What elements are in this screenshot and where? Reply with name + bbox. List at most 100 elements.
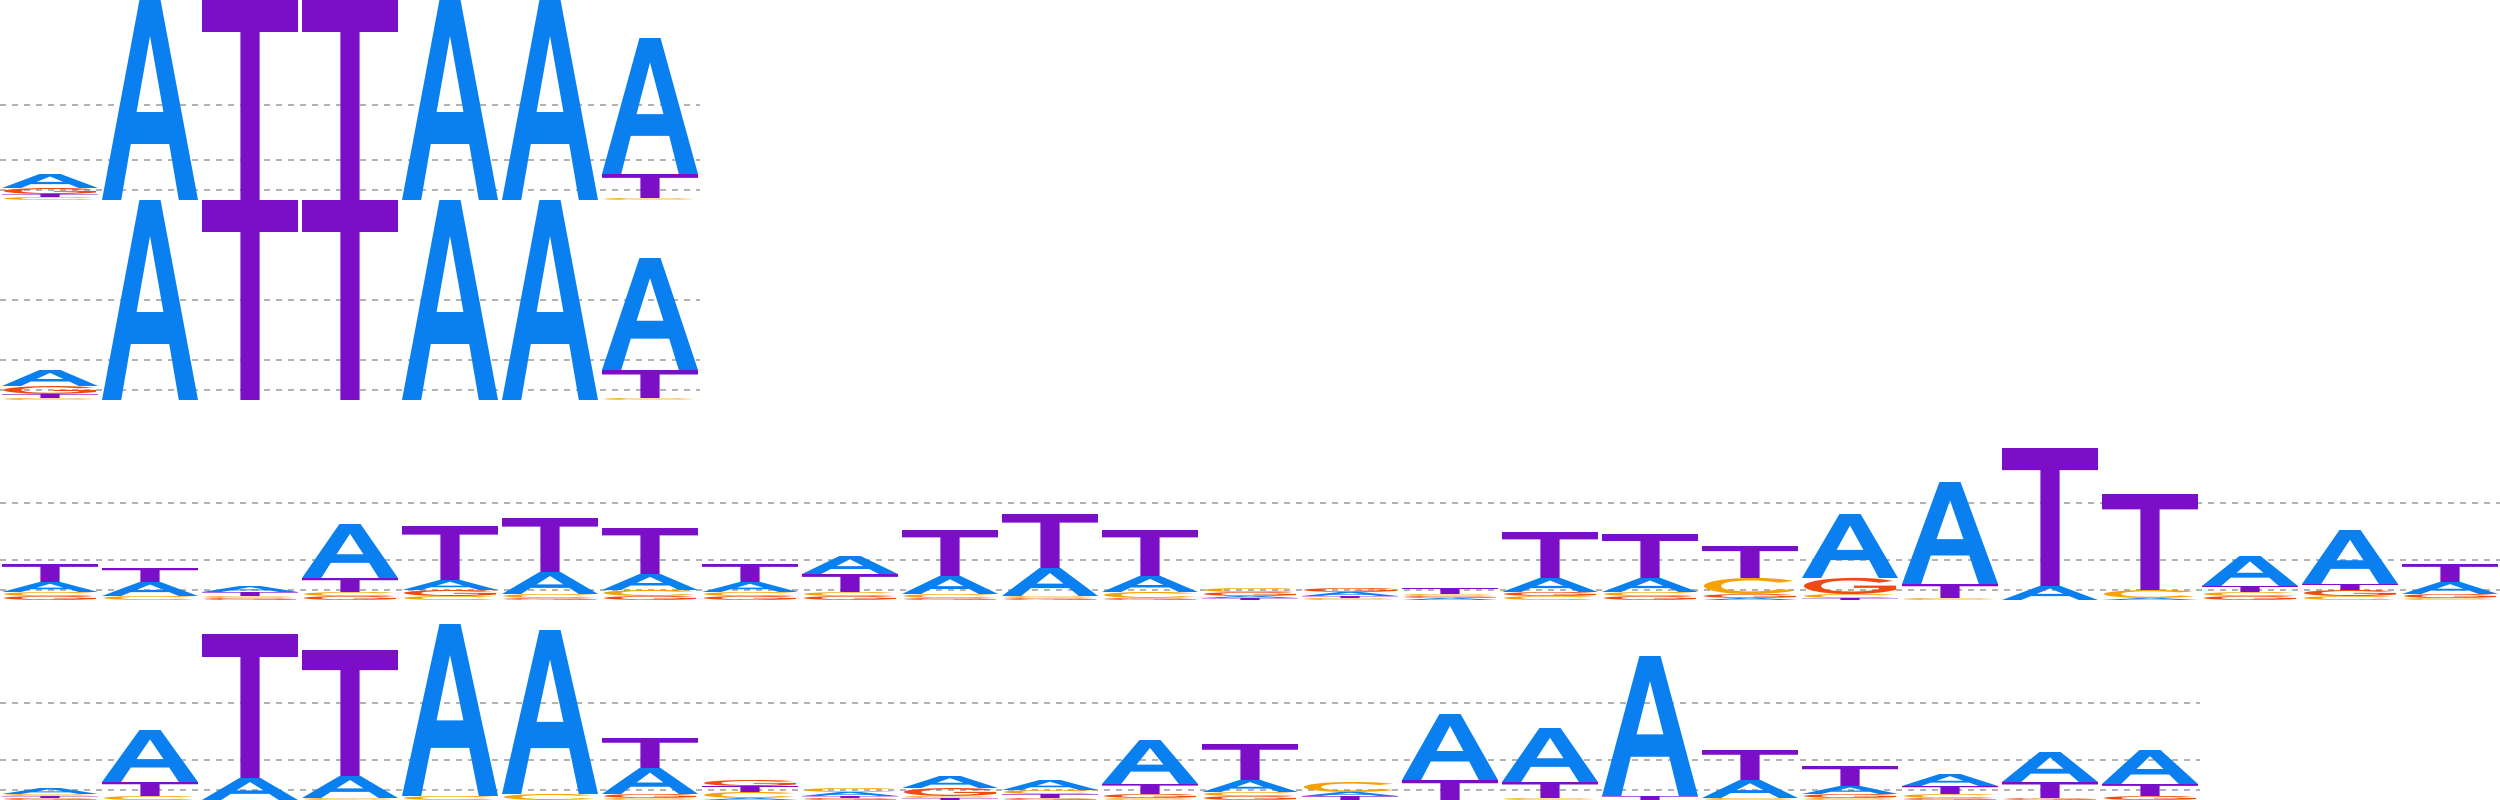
- logo-column: [202, 586, 298, 600]
- letter-t: [1402, 780, 1498, 800]
- letter-c: [1503, 595, 1595, 600]
- letter-c: [303, 797, 395, 800]
- letter-a: [602, 258, 698, 370]
- letter-t: [2, 796, 98, 798]
- letter-a: [802, 556, 898, 574]
- letter-g: [3, 187, 97, 194]
- letter-t: [202, 0, 298, 200]
- logo-column: [302, 650, 398, 800]
- letter-a: [602, 38, 698, 174]
- letter-a: [1902, 774, 1998, 786]
- logo-3: [0, 448, 2500, 600]
- letter-g: [1303, 587, 1397, 592]
- logo-column: [402, 526, 498, 600]
- logo-column: [1402, 714, 1498, 800]
- letter-c: [803, 591, 895, 596]
- letter-a: [1502, 728, 1598, 782]
- letter-t: [502, 518, 598, 572]
- letter-g: [1103, 793, 1197, 798]
- letter-a: [1002, 568, 1098, 596]
- letter-g: [1803, 793, 1897, 798]
- letter-a: [502, 572, 598, 594]
- logo-column: [402, 200, 498, 400]
- letter-t: [302, 578, 398, 592]
- letter-c: [2403, 597, 2495, 600]
- letter-g: [1703, 593, 1797, 598]
- logo-column: [802, 787, 898, 800]
- letter-t: [302, 0, 398, 200]
- letter-a: [2202, 556, 2298, 586]
- letter-c: [603, 589, 695, 596]
- logo-column: [602, 258, 698, 400]
- letter-c: [403, 795, 495, 800]
- letter-g: [903, 597, 997, 600]
- letter-a: [402, 200, 498, 400]
- letter-c: [1803, 593, 1895, 598]
- letter-g: [1503, 591, 1597, 596]
- logo-2: [0, 200, 700, 400]
- logo-column: [2102, 750, 2198, 800]
- letter-g: [1903, 797, 1997, 800]
- letter-c: [1003, 595, 1095, 598]
- letter-g: [2003, 797, 2097, 800]
- letter-a: [1702, 598, 1798, 600]
- letter-c: [703, 791, 795, 798]
- letter-t: [802, 574, 898, 592]
- letter-a: [502, 630, 598, 794]
- logo-column: [602, 738, 698, 800]
- logo-column: [2402, 564, 2498, 600]
- letter-a: [1302, 792, 1398, 796]
- letter-c: [203, 595, 295, 598]
- letter-c: [3, 793, 95, 796]
- letter-a: [1202, 780, 1298, 792]
- letter-t: [1902, 584, 1998, 598]
- logo-column: [902, 530, 998, 600]
- letter-g: [603, 595, 697, 600]
- letter-t: [1102, 530, 1198, 576]
- letter-a: [1602, 656, 1698, 796]
- letter-c: [3, 591, 95, 596]
- logo-1: [0, 0, 700, 200]
- letter-t: [602, 528, 698, 574]
- letter-t: [2402, 564, 2498, 582]
- letter-a: [2402, 582, 2498, 594]
- letter-a: [1802, 786, 1898, 794]
- letter-g: [1103, 597, 1197, 600]
- letter-t: [2302, 584, 2398, 590]
- letter-t: [702, 786, 798, 792]
- logo-column: [1802, 766, 1898, 800]
- letter-c: [1703, 797, 1795, 800]
- logo-column: [2102, 494, 2198, 600]
- letter-c: [903, 593, 995, 598]
- letter-t: [402, 526, 498, 580]
- letter-a: [2, 174, 98, 188]
- letter-t: [1502, 782, 1598, 798]
- letter-a: [2002, 586, 2098, 600]
- letter-g: [803, 797, 897, 800]
- logo-column: [1902, 482, 1998, 600]
- letter-c: [103, 595, 195, 600]
- logo-column: [402, 624, 498, 800]
- letter-g: [1203, 795, 1297, 800]
- letter-t: [1002, 514, 1098, 568]
- letter-c: [303, 591, 395, 596]
- logo-column: [1002, 514, 1098, 600]
- letter-a: [1002, 780, 1098, 790]
- letter-c: [2203, 591, 2295, 596]
- letter-a: [1602, 578, 1698, 592]
- letter-a: [102, 0, 198, 200]
- letter-c: [503, 593, 595, 598]
- logo-column: [2, 788, 98, 800]
- letter-t: [2, 564, 98, 582]
- letter-a: [1902, 482, 1998, 584]
- logo-column: [1902, 774, 1998, 800]
- logo-column: [1802, 514, 1898, 600]
- letter-a: [2302, 530, 2398, 584]
- letter-t: [602, 174, 698, 198]
- letter-g: [1403, 595, 1497, 598]
- letter-c: [503, 793, 595, 800]
- letter-t: [1702, 546, 1798, 578]
- letter-a: [102, 730, 198, 782]
- letter-t: [802, 796, 898, 798]
